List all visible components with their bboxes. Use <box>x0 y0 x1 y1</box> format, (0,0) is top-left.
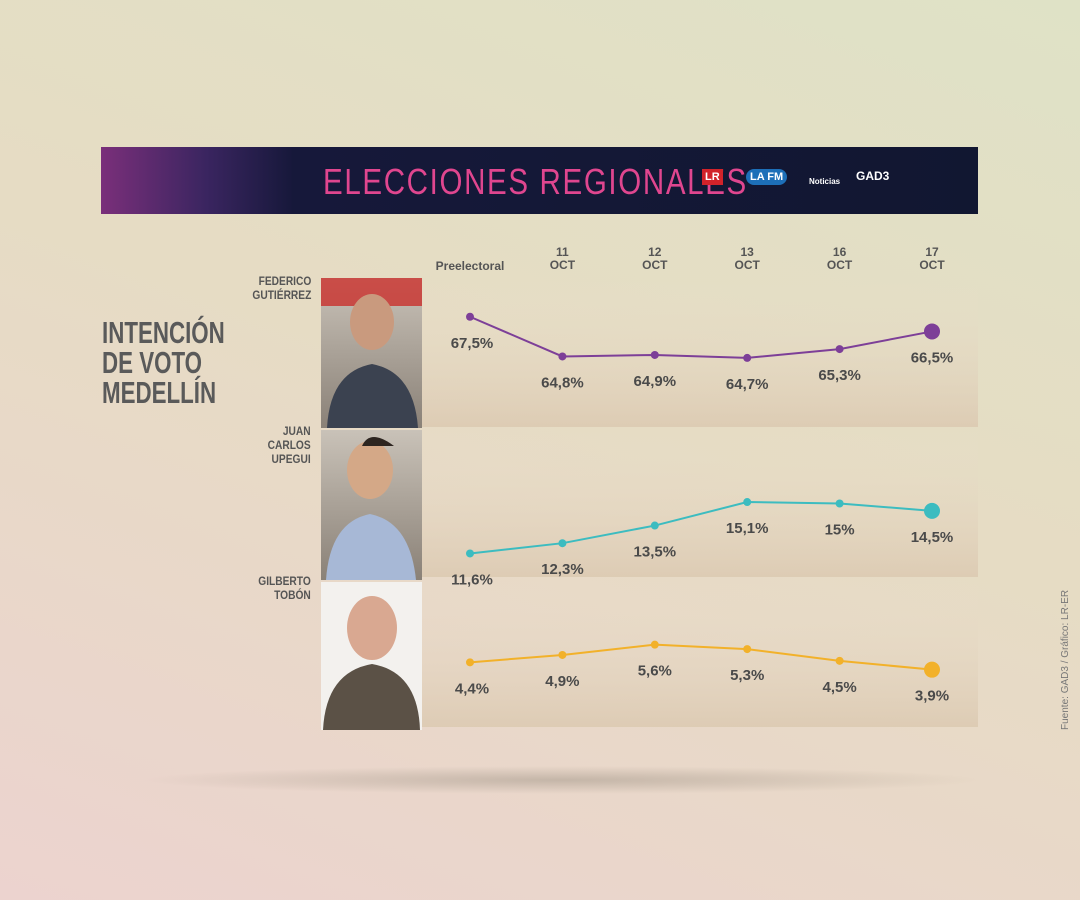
data-point <box>650 640 659 649</box>
data-point <box>924 661 940 678</box>
logo: Noticias <box>809 177 841 186</box>
face <box>350 294 394 350</box>
data-label: 3,9% <box>915 688 949 705</box>
series-line <box>469 501 933 555</box>
banner-title: ELECCIONES REGIONALES <box>323 161 748 202</box>
data-point <box>835 499 844 508</box>
data-point <box>558 650 567 659</box>
data-label: 66,5% <box>911 349 954 366</box>
panel <box>422 430 978 577</box>
column-header: 16 OCT <box>826 245 853 272</box>
face <box>347 596 397 660</box>
data-label: 13,5% <box>634 544 677 561</box>
data-label: 4,4% <box>455 680 489 697</box>
data-point <box>924 323 940 340</box>
source: Fuente: GAD3 / Gráfico: LR-ER <box>1060 589 1071 730</box>
side-title: INTENCIÓN DE VOTO MEDELLÍN <box>102 315 225 410</box>
data-label: 4,5% <box>822 679 856 696</box>
data-point <box>466 312 474 321</box>
data-label: 14,5% <box>911 529 954 546</box>
data-point <box>743 498 752 507</box>
data-point <box>743 353 752 362</box>
face <box>347 441 393 499</box>
data-point <box>835 345 844 354</box>
data-label: 12,3% <box>541 561 584 578</box>
panel <box>422 280 978 427</box>
data-point <box>466 549 474 558</box>
column-header: 11 OCT <box>549 245 576 272</box>
column-header: 13 OCT <box>734 245 760 272</box>
column-header: 17 OCT <box>919 245 945 272</box>
data-label: 65,3% <box>818 367 861 384</box>
data-label: 5,3% <box>730 667 764 684</box>
data-label: 15% <box>825 522 855 539</box>
data-label: 5,6% <box>638 663 672 680</box>
logo: LR <box>702 169 723 185</box>
series-line <box>469 643 933 671</box>
data-label: 67,5% <box>451 335 494 352</box>
banner: ELECCIONES REGIONALES LR LA FM Noticias … <box>101 147 978 214</box>
column-header: Preelectoral <box>435 259 505 273</box>
data-point <box>558 352 567 361</box>
shadow <box>140 766 980 794</box>
candidate-name: JUAN CARLOS UPEGUI <box>267 424 312 466</box>
data-label: 4,9% <box>545 673 579 690</box>
candidate-name: FEDERICO GUTIÉRREZ <box>252 274 312 302</box>
body <box>326 514 416 580</box>
data-point <box>650 350 659 359</box>
body <box>327 364 418 428</box>
logo: LA FM <box>746 169 788 185</box>
data-point <box>558 539 567 548</box>
photos <box>321 278 422 730</box>
data-label: 15,1% <box>726 520 769 537</box>
column-header: 12 OCT <box>642 245 668 272</box>
data-point <box>743 645 752 654</box>
series-line <box>469 315 933 359</box>
panel <box>422 580 978 727</box>
data-point <box>924 502 940 519</box>
data-point <box>650 521 659 530</box>
data-label: 64,8% <box>541 374 584 391</box>
data-point <box>466 658 474 667</box>
logo: GAD3 <box>856 169 890 183</box>
candidate-name: GILBERTO TOBÓN <box>258 574 311 602</box>
data-label: 64,9% <box>634 373 677 390</box>
body <box>323 664 420 730</box>
data-point <box>835 656 844 665</box>
data-label: 64,7% <box>726 376 769 393</box>
hair <box>362 437 394 446</box>
